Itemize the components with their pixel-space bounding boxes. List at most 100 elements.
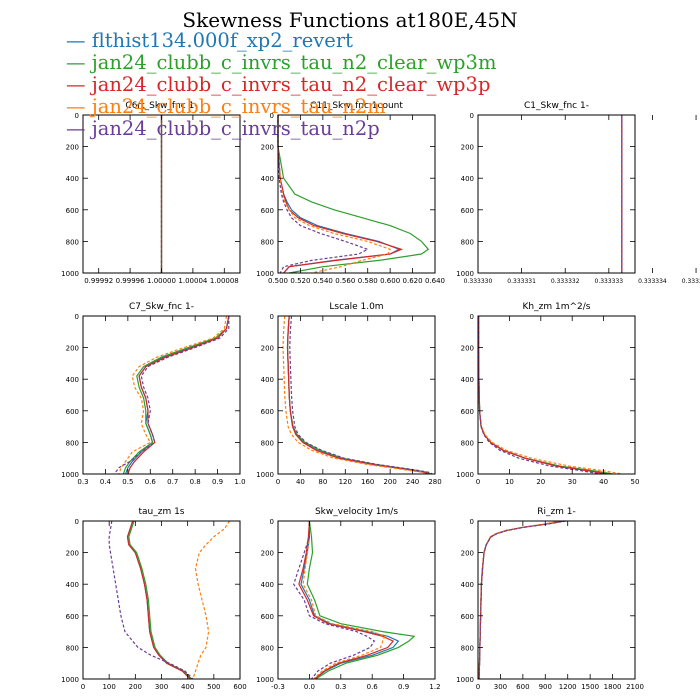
y-tick-label: 200 <box>461 345 474 353</box>
y-tick-label: 1000 <box>61 676 79 684</box>
y-tick-label: 1000 <box>256 471 274 479</box>
plot-frame <box>277 520 436 680</box>
series-line <box>108 520 194 680</box>
x-tick-label: 80 <box>318 478 327 486</box>
x-tick-label: 0.99992 <box>84 277 113 285</box>
series-line <box>478 316 614 475</box>
subplot-title: C6rt_Skw_fnc 1- <box>125 101 197 111</box>
y-tick-label: 0 <box>470 313 474 321</box>
series-line <box>478 520 567 680</box>
x-tick-label: 0.333334 <box>638 278 667 285</box>
series-line <box>306 520 416 680</box>
legend-entry: — jan24_clubb_c_invrs_tau_n2_clear_wp3p <box>66 73 491 96</box>
x-tick-label: 0.560 <box>335 277 355 285</box>
x-tick-label: 1800 <box>604 683 622 691</box>
legend-entry: — flthist134.000f_xp2_revert <box>66 29 353 52</box>
series-line <box>302 521 386 680</box>
plot-frame <box>82 315 241 475</box>
figure-title: Skewness Functions at180E,45N <box>182 8 518 32</box>
y-tick-label: 800 <box>66 238 79 246</box>
x-tick-label: 200 <box>383 478 396 486</box>
y-tick-label: 800 <box>261 238 274 246</box>
series-line <box>126 520 191 680</box>
y-tick-label: 600 <box>461 613 474 621</box>
y-tick-label: 200 <box>261 144 274 152</box>
y-tick-label: 800 <box>461 238 474 246</box>
x-tick-label: 0 <box>476 478 480 486</box>
series-line <box>122 315 230 475</box>
x-tick-label: 0.333335 <box>682 278 700 285</box>
subplot-title: C11_Skw_fnc 1count <box>310 101 403 111</box>
x-tick-label: 0.7 <box>167 478 178 486</box>
x-tick-label: 0.4 <box>100 478 112 486</box>
plot-frame <box>82 520 241 680</box>
x-tick-label: 0.333332 <box>551 278 580 285</box>
x-tick-label: 0.600 <box>380 277 400 285</box>
x-tick-label: 300 <box>494 683 507 691</box>
x-tick-label: 0.640 <box>425 277 445 285</box>
series-line <box>478 520 565 680</box>
y-tick-label: 400 <box>261 581 274 589</box>
y-tick-label: 1000 <box>256 270 274 278</box>
y-tick-label: 0 <box>75 518 79 526</box>
subplot: C6rt_Skw_fnc 1- 0 200 400 600 800 1000 0.99992 0… <box>61 101 241 285</box>
subplot-title: Skw_velocity 1m/s <box>315 507 398 517</box>
y-tick-label: 400 <box>261 376 274 384</box>
y-tick-label: 1000 <box>456 471 474 479</box>
x-tick-label: 2100 <box>626 683 644 691</box>
series-line <box>118 315 228 475</box>
x-tick-label: 300 <box>155 683 168 691</box>
legend-entry: — jan24_clubb_c_invrs_tau_n2m <box>66 95 386 118</box>
plot-frame <box>477 315 636 475</box>
x-tick-label: 1.00004 <box>178 277 207 285</box>
series-line <box>282 315 426 475</box>
x-tick-label: 0.5 <box>122 478 133 486</box>
y-tick-label: 600 <box>461 408 474 416</box>
x-tick-label: 0.520 <box>290 277 310 285</box>
y-tick-label: 0 <box>270 313 274 321</box>
x-tick-label: 1.0 <box>234 478 245 486</box>
x-tick-label: 0.6 <box>367 683 379 691</box>
series-line <box>478 520 561 680</box>
y-tick-label: 400 <box>461 376 474 384</box>
x-tick-label: 20 <box>536 478 545 486</box>
x-tick-label: 0.9 <box>212 478 223 486</box>
x-tick-label: 30 <box>568 478 577 486</box>
y-tick-label: 800 <box>461 644 474 652</box>
subplot: Skw_velocity 1m/s 0 200 400 600 800 1000-0.3 0.… <box>256 507 440 691</box>
series-line <box>286 315 429 475</box>
x-tick-label: 10 <box>505 478 514 486</box>
y-tick-label: 800 <box>66 644 79 652</box>
x-tick-label: 1500 <box>581 683 599 691</box>
subplot-title: tau_zm 1s <box>138 507 184 517</box>
y-tick-label: 600 <box>66 613 79 621</box>
y-tick-label: 600 <box>261 207 274 215</box>
series-line <box>113 316 230 475</box>
y-tick-label: 400 <box>261 175 274 183</box>
subplot-title: Kh_zm 1m^2/s <box>523 302 591 312</box>
x-tick-label: 1.2 <box>429 683 440 691</box>
subplot-title: Ri_zm 1- <box>537 507 576 517</box>
y-tick-label: 1000 <box>61 270 79 278</box>
series-line <box>478 316 601 475</box>
y-tick-label: 400 <box>66 175 79 183</box>
y-tick-label: 600 <box>261 408 274 416</box>
x-tick-label: 280 <box>428 478 441 486</box>
x-tick-label: 0.333331 <box>507 278 536 285</box>
series-line <box>128 520 193 680</box>
subplot-title: Lscale 1.0m <box>329 302 383 312</box>
x-tick-label: 1200 <box>559 683 577 691</box>
subplot: C11_Skw_fnc 1count 0 200 400 600 800 10000.500… <box>256 101 445 285</box>
y-tick-label: 800 <box>66 439 79 447</box>
y-tick-label: 600 <box>66 207 79 215</box>
y-tick-label: 800 <box>261 439 274 447</box>
series-line <box>478 316 611 475</box>
series-line <box>277 115 370 274</box>
series-line <box>478 520 565 680</box>
y-tick-label: 200 <box>66 345 79 353</box>
